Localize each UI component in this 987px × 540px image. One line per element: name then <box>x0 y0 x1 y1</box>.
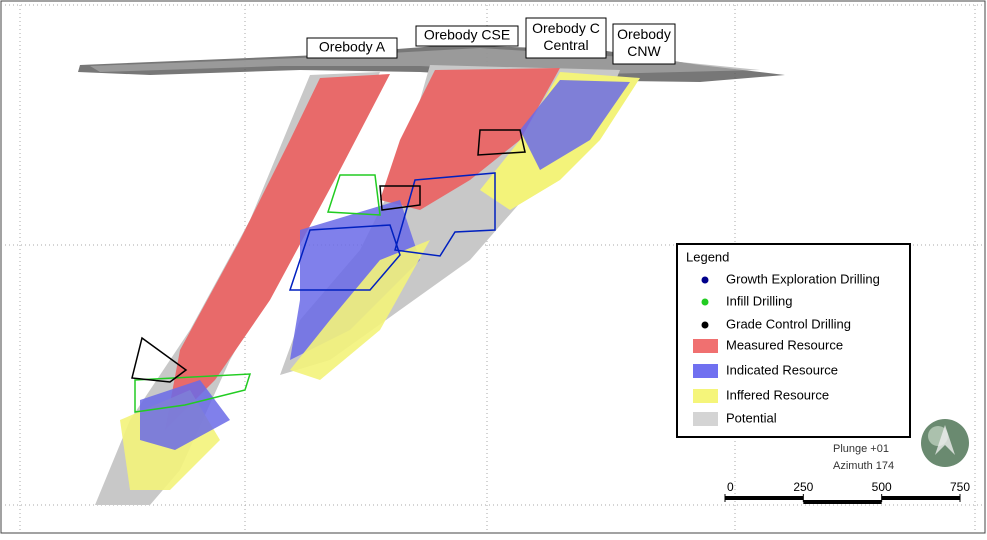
scale-label: 500 <box>872 480 892 494</box>
plunge: Plunge +01 <box>833 443 889 455</box>
scale-bar: 0 250 500 750 <box>724 480 970 504</box>
orebody-label: CNW <box>627 43 661 59</box>
legend-swatch <box>693 389 718 403</box>
label-box <box>415 25 519 47</box>
scale-segment <box>725 496 804 500</box>
orebody-label: Orebody CSE <box>424 27 510 43</box>
legend-swatch <box>693 364 718 378</box>
orebody-label: Orebody C <box>532 20 600 36</box>
legend-label: Infill Drilling <box>726 293 792 308</box>
orebody-model <box>78 45 785 505</box>
legend-dot <box>701 298 709 306</box>
legend-label: Grade Control Drilling <box>726 316 851 331</box>
orebody-label: Orebody A <box>319 39 386 55</box>
label-box <box>612 23 676 65</box>
legend-label: Growth Exploration Drilling <box>726 271 880 286</box>
orebody-label: Central <box>543 37 588 53</box>
legend-title: Legend <box>686 249 729 264</box>
scale-label: 250 <box>793 480 813 494</box>
legend-label: Measured Resource <box>726 337 843 352</box>
legend-swatch <box>693 339 718 353</box>
grid <box>5 4 982 530</box>
legend-dot <box>701 276 709 284</box>
orebody-label: Orebody <box>617 26 671 42</box>
legend-dot <box>701 321 709 329</box>
azimuth: Azimuth 174 <box>833 460 894 472</box>
scale-label: 0 <box>727 480 734 494</box>
legend-label: Potential <box>726 410 777 425</box>
scale-label: 750 <box>950 480 970 494</box>
scale-segment <box>881 496 960 500</box>
legend-swatch <box>693 412 718 426</box>
legend: Growth Exploration Drilling Infill Drilli… <box>693 271 880 426</box>
legend-label: Indicated Resource <box>726 362 838 377</box>
scale-segment <box>803 500 882 504</box>
north-arrow <box>921 419 969 467</box>
label-box <box>306 37 398 59</box>
legend-label: Inffered Resource <box>726 387 829 402</box>
drill-zones <box>131 129 526 413</box>
label-box <box>525 17 607 59</box>
